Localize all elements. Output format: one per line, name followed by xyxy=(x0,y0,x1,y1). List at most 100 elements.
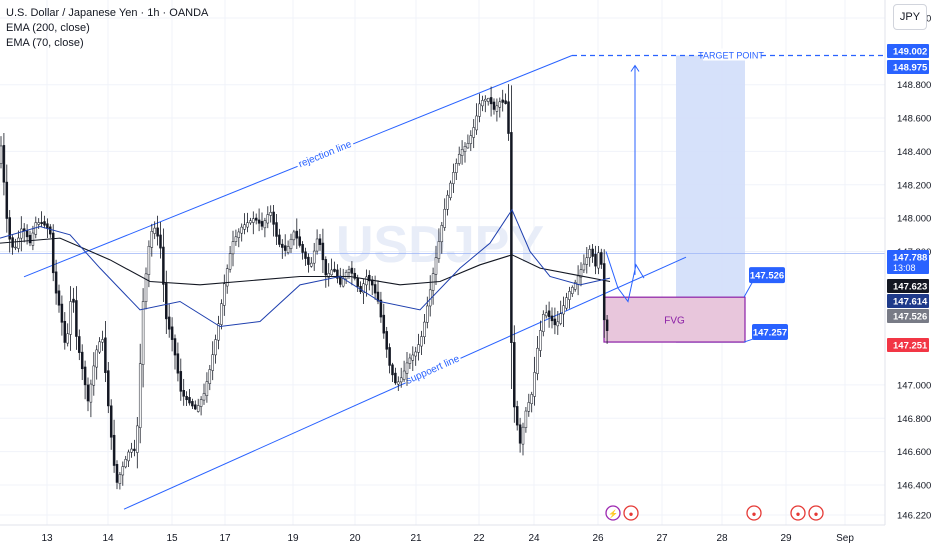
candle-body xyxy=(417,344,420,353)
candle-body xyxy=(107,370,110,407)
candle-body xyxy=(69,301,72,335)
symbol-title[interactable]: U.S. Dollar / Japanese Yen · 1h · OANDA xyxy=(6,7,209,19)
time-tick-label: 22 xyxy=(473,533,485,544)
candle-body xyxy=(559,313,562,324)
candle-body xyxy=(80,351,84,370)
candle-body xyxy=(547,310,551,318)
flag-event-icon[interactable] xyxy=(623,505,639,521)
price-label-box xyxy=(887,250,929,274)
candle-body xyxy=(89,383,93,403)
candle-body xyxy=(304,251,307,259)
price-tick-label: 148.800 xyxy=(897,80,931,91)
ema70-legend[interactable]: EMA (70, close) xyxy=(6,37,84,49)
chart-legend: U.S. Dollar / Japanese Yen · 1h · OANDA … xyxy=(6,6,208,51)
candle-body xyxy=(5,181,9,219)
candle-body xyxy=(382,314,386,334)
candle-body xyxy=(579,269,583,278)
price-tick-label: 148.600 xyxy=(897,114,931,125)
candle-body xyxy=(602,263,606,321)
candle-body xyxy=(536,347,539,374)
candle-body xyxy=(530,394,533,404)
candle-body xyxy=(573,282,577,290)
candle-body xyxy=(199,399,203,407)
candle-body xyxy=(591,248,594,257)
candle-body xyxy=(223,283,226,306)
candle-body xyxy=(214,339,217,356)
candle-body xyxy=(43,221,46,226)
fvg-zone-box xyxy=(603,296,746,343)
currency-button[interactable]: JPY xyxy=(893,4,927,30)
candle-body xyxy=(220,303,223,325)
flag-event-icon-glyph: ● xyxy=(752,510,757,519)
candle-body xyxy=(275,222,278,237)
candle-body xyxy=(98,341,101,353)
candle-body xyxy=(217,323,220,341)
candle-body xyxy=(466,143,470,149)
price-label-value: 149.002 xyxy=(893,47,927,58)
candle-body xyxy=(147,245,151,275)
candle-body xyxy=(469,135,473,144)
candle-body xyxy=(254,217,258,221)
candle-body xyxy=(492,101,496,110)
candle-body xyxy=(109,405,113,438)
candle-body xyxy=(391,364,394,376)
candle-body xyxy=(63,320,67,343)
callout-box xyxy=(752,324,788,341)
candle-body xyxy=(240,226,243,234)
candle-body xyxy=(112,434,116,466)
candle-body xyxy=(257,219,261,224)
price-tick-label: 148.400 xyxy=(897,147,931,158)
candle-body xyxy=(481,100,484,107)
candle-body xyxy=(14,246,17,249)
candle-body xyxy=(510,132,513,344)
candle-body xyxy=(127,451,130,462)
candle-body xyxy=(356,277,359,287)
candle-body xyxy=(133,448,136,451)
candle-body xyxy=(542,314,545,332)
lightning-event-icon[interactable] xyxy=(605,505,621,521)
candle-body xyxy=(321,242,325,261)
candle-body xyxy=(95,349,98,368)
candle-body xyxy=(136,425,139,453)
candle-body xyxy=(408,357,412,364)
candle-body xyxy=(34,222,38,235)
candles xyxy=(0,84,609,490)
candle-body xyxy=(173,338,177,356)
candle-body xyxy=(553,318,557,326)
candle-body xyxy=(281,243,284,248)
candle-body xyxy=(269,212,272,216)
candle-body xyxy=(376,291,380,302)
candle-body xyxy=(292,231,296,241)
candle-body xyxy=(498,101,502,108)
candle-body xyxy=(336,269,339,279)
price-label-value: 147.623 xyxy=(893,282,927,293)
candle-body xyxy=(504,100,507,104)
candle-body xyxy=(423,321,426,338)
price-tick-label: 146.600 xyxy=(897,447,931,458)
candle-body xyxy=(350,267,354,274)
target-label: TARGET POINT xyxy=(698,51,764,61)
candle-body xyxy=(286,246,290,253)
candle-body xyxy=(472,127,475,138)
candle-body xyxy=(507,101,510,134)
candle-body xyxy=(605,319,609,331)
flag-event-icon[interactable] xyxy=(746,505,762,521)
ema200-legend[interactable]: EMA (200, close) xyxy=(6,22,90,34)
flag-event-icon[interactable] xyxy=(790,505,806,521)
candle-body xyxy=(576,275,580,285)
price-label-value: 148.975 xyxy=(893,63,928,74)
flag-event-icon[interactable] xyxy=(808,505,824,521)
candle-body xyxy=(194,404,197,410)
candle-body xyxy=(225,268,229,287)
candle-body xyxy=(153,227,156,234)
candle-body xyxy=(344,272,348,280)
candle-body xyxy=(49,226,52,235)
candle-body xyxy=(394,372,397,384)
candle-body xyxy=(104,337,107,373)
event-icons: ⚡ ● ● ● ● xyxy=(605,505,824,521)
candle-body xyxy=(124,459,127,468)
candle-body xyxy=(298,236,301,246)
time-tick-label: 27 xyxy=(656,533,668,544)
price-label-box xyxy=(887,44,929,58)
